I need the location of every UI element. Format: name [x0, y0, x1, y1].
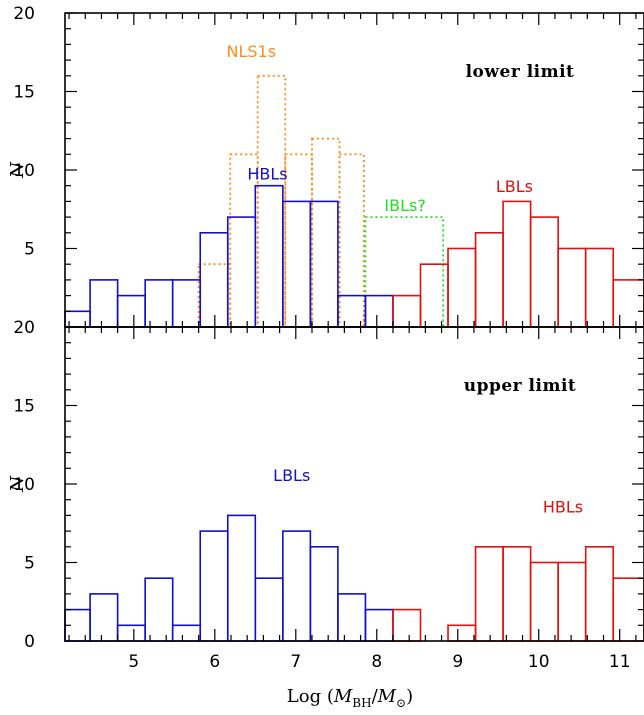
x-tick-label: 10	[528, 652, 550, 672]
bar	[89, 593, 119, 642]
x-axis: 5 6 7 8 9 10 11	[128, 652, 630, 672]
series-lbls	[64, 514, 394, 642]
x-tick-label: 5	[128, 652, 139, 672]
x-tick-label: 8	[371, 652, 382, 672]
bar	[502, 545, 532, 642]
bar	[584, 247, 615, 328]
bar	[474, 232, 504, 328]
bar	[529, 561, 559, 642]
bar	[557, 561, 587, 642]
bar	[311, 137, 341, 328]
bar	[447, 624, 477, 642]
y-tick-label: 5	[24, 554, 35, 574]
bar	[199, 530, 229, 642]
bar	[364, 294, 394, 328]
y-tick-label: 10	[13, 475, 35, 495]
bar	[116, 294, 146, 328]
bar	[284, 153, 313, 328]
bar	[309, 545, 339, 642]
bar	[309, 200, 339, 328]
bar	[502, 200, 532, 328]
y-tick-label: 20	[13, 318, 35, 338]
series-hbls	[64, 184, 394, 328]
bar	[254, 577, 284, 642]
bar	[392, 608, 422, 642]
bar	[474, 545, 504, 642]
group-label: LBLs	[273, 466, 310, 485]
bar	[584, 545, 615, 642]
bar	[612, 279, 644, 328]
bar	[199, 232, 229, 328]
bar	[171, 624, 202, 642]
y-tick-label: 15	[13, 397, 35, 417]
bar	[282, 530, 312, 642]
bar	[364, 608, 394, 642]
y-tick-label: 5	[24, 240, 35, 260]
bar	[337, 593, 367, 642]
y-tick-label: 10	[13, 161, 35, 181]
group-label: LBLs	[496, 177, 533, 196]
y-axis-label: N	[7, 475, 28, 493]
y-tick-label: 20	[13, 4, 35, 24]
bar	[557, 247, 587, 328]
x-tick-label: 6	[209, 652, 220, 672]
bar	[447, 247, 477, 328]
series-hbls	[392, 545, 644, 642]
panel-upper-limit: 15 10 5 0 N LBLs HBLs upper limit	[7, 326, 644, 652]
y-tick-label: 0	[24, 632, 35, 652]
series-nls1s	[197, 74, 367, 328]
x-tick-label: 11	[609, 652, 631, 672]
panel-annotation: lower limit	[466, 62, 575, 82]
x-axis-ticks	[68, 327, 637, 641]
bar	[256, 74, 287, 328]
group-label: HBLs	[247, 164, 287, 183]
x-tick-label: 7	[290, 652, 301, 672]
bar	[338, 153, 365, 328]
y-tick-label: 15	[13, 83, 35, 103]
bar	[116, 624, 146, 642]
bar	[144, 279, 174, 328]
group-label: HBLs	[543, 497, 583, 516]
group-label: NLS1s	[226, 42, 276, 61]
series-ibls	[364, 216, 445, 328]
bar	[226, 216, 257, 328]
bar	[226, 514, 257, 642]
bar	[392, 294, 422, 328]
group-label: IBLs?	[384, 196, 425, 215]
x-tick-label: 9	[452, 652, 463, 672]
bar	[529, 216, 559, 328]
bar	[89, 279, 119, 328]
series-lbls	[392, 200, 644, 328]
y-axis-ticks	[65, 326, 644, 642]
bar	[282, 200, 312, 328]
bar	[364, 216, 445, 328]
bar	[254, 184, 284, 328]
bar	[144, 577, 174, 642]
x-axis-label: Log (MBH/M⊙)	[287, 686, 413, 710]
panel-annotation: upper limit	[464, 376, 577, 396]
panel-lower-limit: 20 15 10 5 20 N NLS1s HBLs IBLs? LBLs lower limit	[7, 4, 644, 338]
bar	[337, 294, 367, 328]
y-axis-label: N	[7, 161, 28, 179]
x-axis-ticks	[68, 13, 637, 327]
bar	[171, 279, 202, 328]
